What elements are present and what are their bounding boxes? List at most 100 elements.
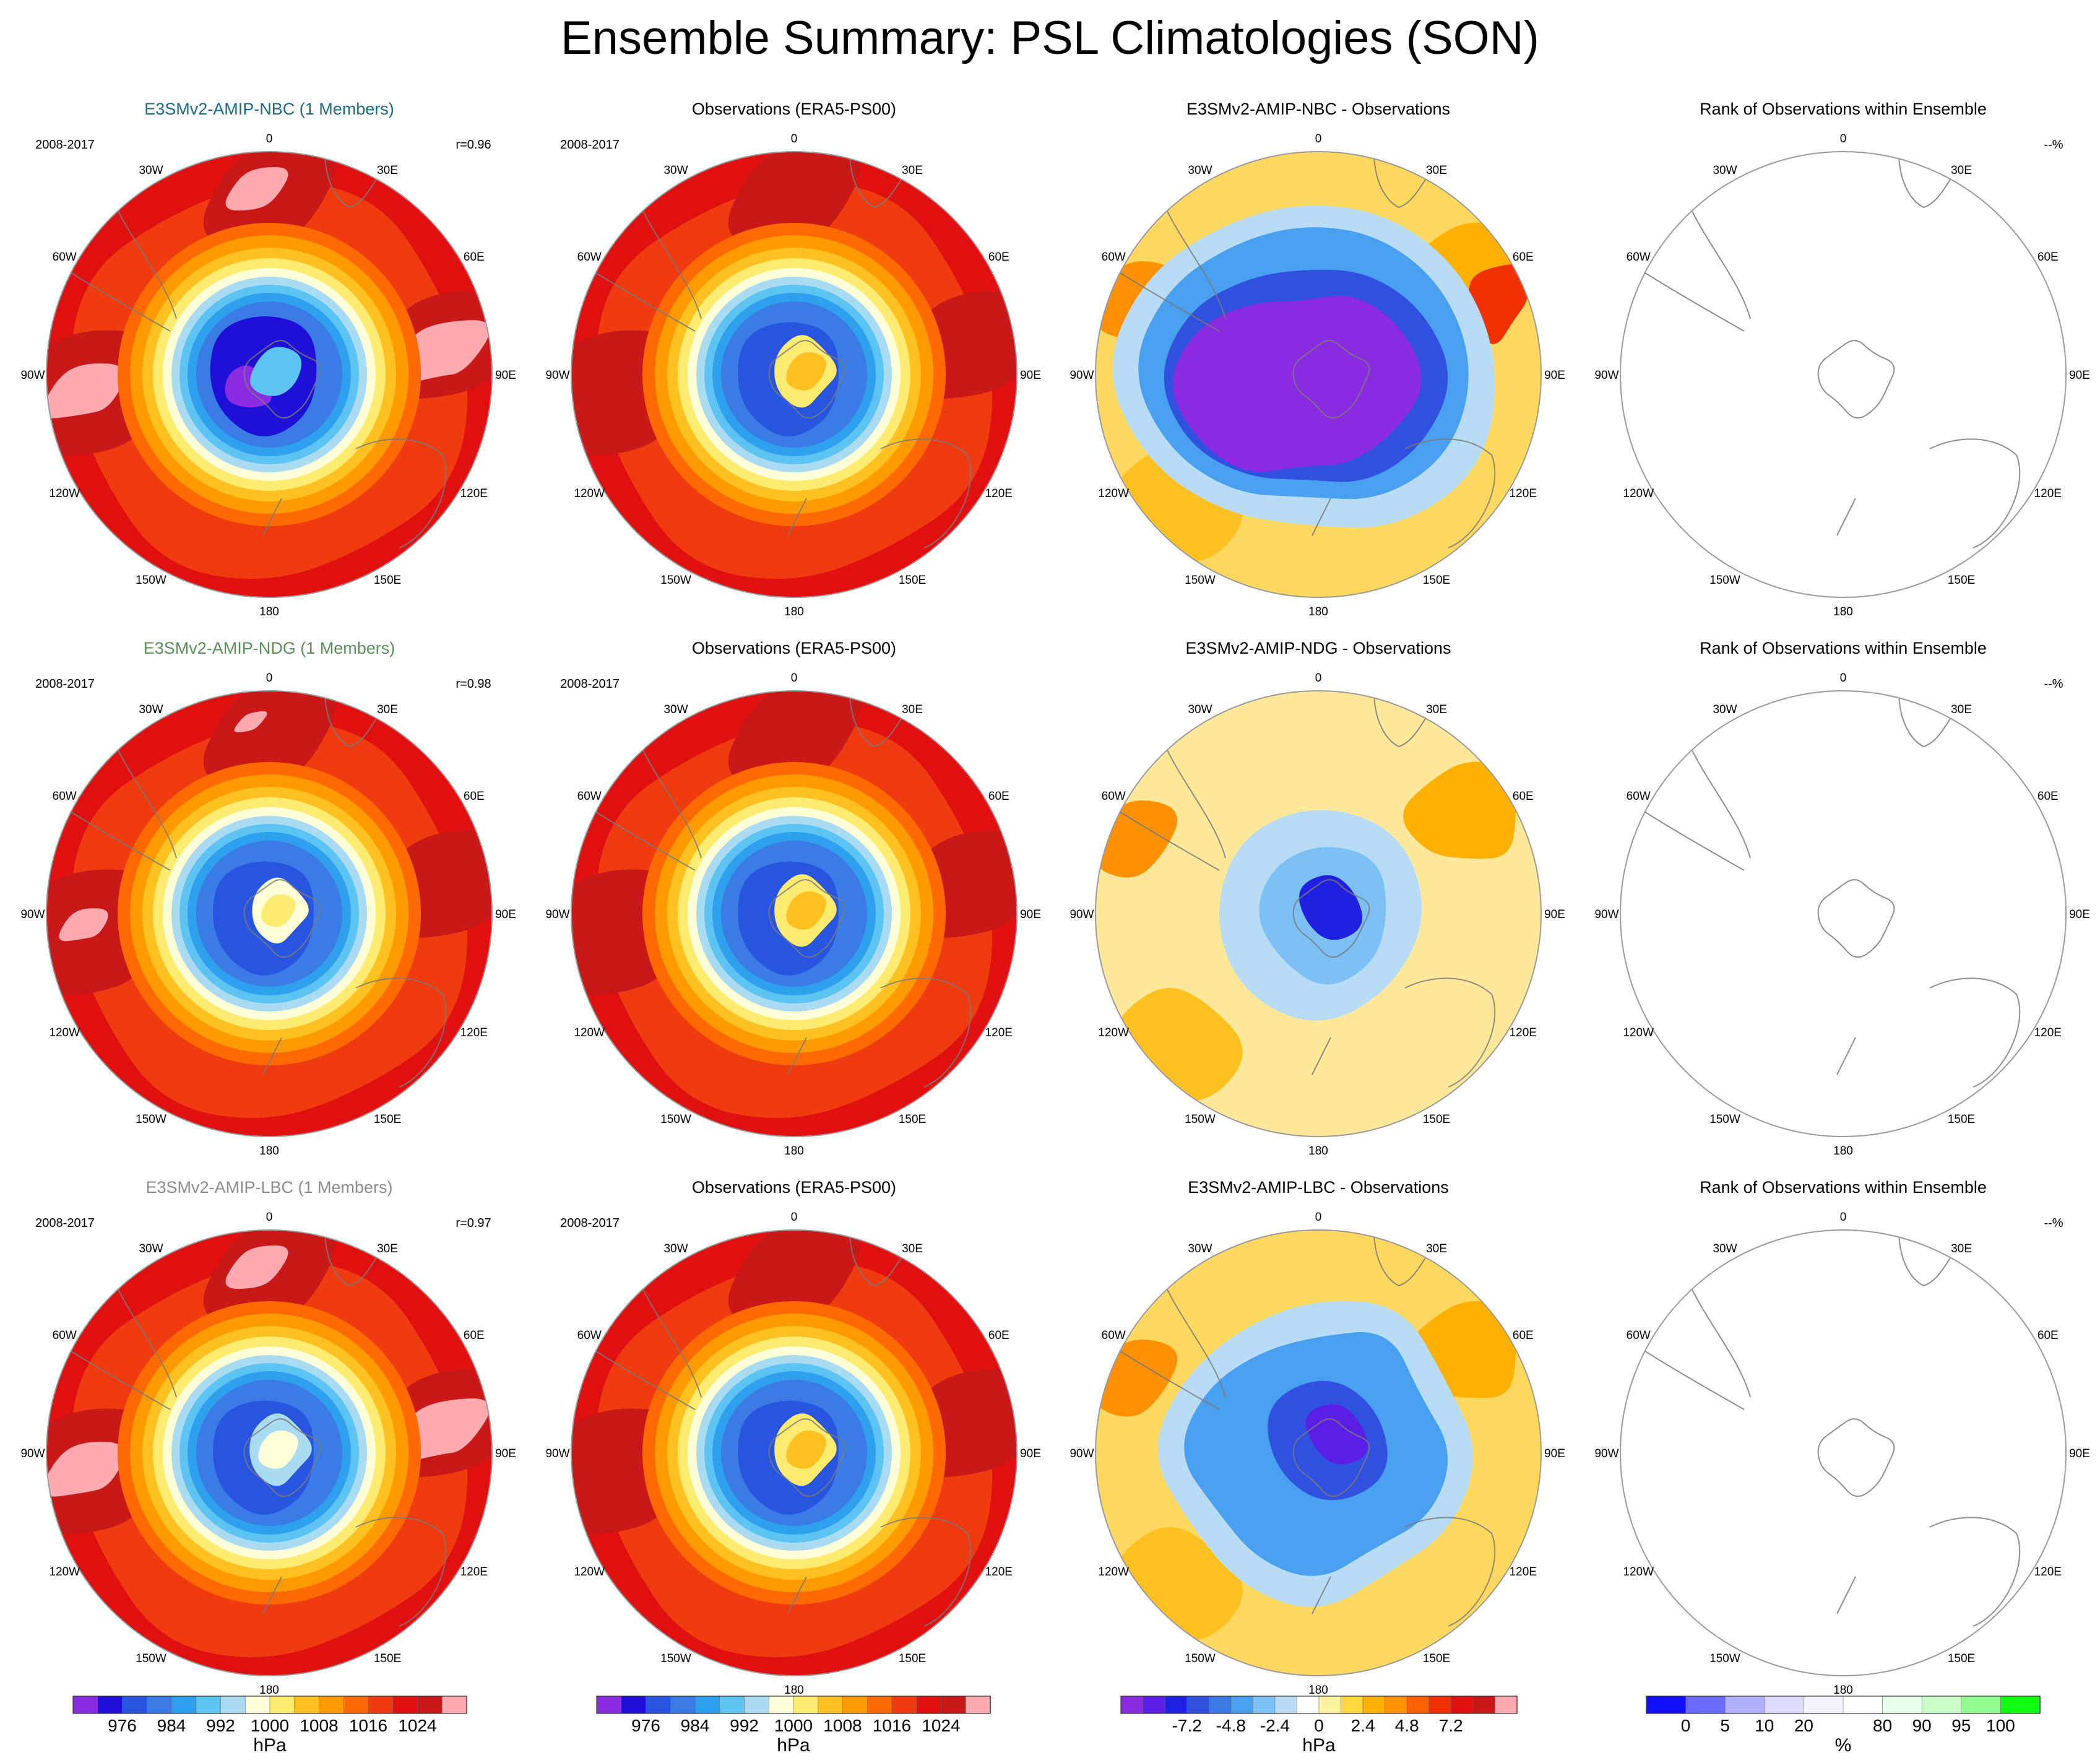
row2-obs-panel-lon-label: 120W xyxy=(574,1026,605,1039)
row3-diff-panel-lon-label: 120E xyxy=(1510,1566,1537,1579)
row2-rank-panel-lon-label: 120W xyxy=(1623,1026,1654,1039)
colorbar-diff-tick-label: -4.8 xyxy=(1216,1716,1246,1735)
row1-obs-panel-lon-label: 60E xyxy=(988,251,1009,264)
colorbar-obs-tick-label: 1000 xyxy=(774,1716,813,1735)
row2-model-panel-field xyxy=(46,691,492,1137)
colorbar-diff-swatch xyxy=(1186,1696,1210,1714)
colorbar-model-swatch xyxy=(72,1696,98,1714)
row2-diff-panel-title: E3SMv2-AMIP-NDG - Observations xyxy=(1185,639,1451,657)
row1-diff-panel-lon-label: 180 xyxy=(1308,605,1328,618)
colorbar-rank-swatch xyxy=(1882,1696,1923,1714)
row2-obs-panel-lon-label: 30E xyxy=(902,703,923,716)
row2-obs-panel-outline xyxy=(571,690,1018,1137)
colorbar-model-swatch xyxy=(171,1696,197,1714)
row3-rank-panel-lon-label: 30E xyxy=(1951,1242,1972,1255)
colorbar-rank-swatch xyxy=(1764,1696,1805,1714)
colorbar-model-swatch xyxy=(417,1696,443,1714)
colorbar-obs-swatch xyxy=(694,1696,720,1714)
row2-obs-panel-lon-label: 0 xyxy=(791,672,798,685)
colorbar-obs-swatch xyxy=(769,1696,794,1714)
row1-diff-panel-lon-label: 30E xyxy=(1426,164,1447,177)
row1-rank-panel-lon-label: 120W xyxy=(1623,487,1654,500)
colorbar-diff-tick-label: 2.4 xyxy=(1351,1716,1375,1735)
row3-rank-panel-title: Rank of Observations within Ensemble xyxy=(1700,1178,1987,1197)
row2-rank-panel-lon-label: 30W xyxy=(1713,703,1737,716)
colorbar-obs-tick-label: 1016 xyxy=(873,1716,911,1735)
row3-obs-panel-lon-label: 150W xyxy=(660,1652,691,1665)
row3-model-panel-lon-label: 180 xyxy=(259,1684,279,1697)
row3-rank-panel-lon-label: 150E xyxy=(1948,1652,1975,1665)
row1-model-panel-lon-label: 0 xyxy=(266,132,273,145)
row3-obs-panel-lon-label: 150E xyxy=(899,1652,926,1665)
colorbar-rank-tick-label: 90 xyxy=(1912,1716,1932,1735)
colorbar-model-swatch xyxy=(97,1696,123,1714)
colorbar-model-tick-label: 984 xyxy=(157,1716,186,1735)
row3-diff-panel-lon-label: 0 xyxy=(1315,1211,1322,1224)
row3-model-panel-lon-label: 120W xyxy=(49,1566,80,1579)
row2-obs-panel-field xyxy=(571,691,1017,1137)
row1-rank-panel-lon-label: 120E xyxy=(2034,487,2062,500)
row3-diff-panel-lon-label: 150W xyxy=(1185,1652,1216,1665)
row3-rank-panel-lon-label: 0 xyxy=(1840,1211,1847,1224)
row1-diff-panel-lon-label: 150E xyxy=(1423,574,1450,587)
row1-obs-panel-lon-label: 150E xyxy=(899,574,926,587)
row2-model-panel-lon-label: 120E xyxy=(460,1026,488,1039)
row2-rank-panel-lon-label: 120E xyxy=(2034,1026,2062,1039)
colorbar-model-swatch xyxy=(147,1696,172,1714)
row3-model-panel-lon-label: 60W xyxy=(53,1329,77,1342)
row3-diff-panel-lon-label: 150E xyxy=(1423,1652,1450,1665)
row1-rank-panel-lon-label: 150E xyxy=(1948,574,1975,587)
row1-model-panel-period: 2008-2017 xyxy=(35,138,95,152)
colorbar-diff-tick-label: 0 xyxy=(1314,1716,1324,1735)
row1-obs-panel-title: Observations (ERA5-PS00) xyxy=(692,100,896,118)
row3-model-panel-lon-label: 90W xyxy=(20,1447,45,1460)
row2-rank-panel-lon-label: 150E xyxy=(1948,1113,1975,1126)
row3-rank-panel-lon-label: 60E xyxy=(2037,1329,2059,1342)
row3-diff-panel-lon-label: 60E xyxy=(1513,1329,1534,1342)
row3-obs-panel-outline xyxy=(571,1229,1018,1676)
colorbar-rank-tick-label: 10 xyxy=(1755,1716,1774,1735)
colorbar-model-unit: hPa xyxy=(253,1735,287,1756)
row3-obs-panel-lon-label: 90W xyxy=(545,1447,569,1460)
colorbar-obs-tick-label: 1024 xyxy=(922,1716,960,1735)
row2-rank-panel-lon-label: 90E xyxy=(2069,908,2090,921)
row2-diff-panel-field xyxy=(1095,691,1541,1137)
colorbar-model-swatch xyxy=(368,1696,394,1714)
row3-model-panel-lon-label: 120E xyxy=(460,1566,488,1579)
colorbar-rank-swatch xyxy=(1843,1696,1883,1714)
row1-obs-panel-lon-label: 120E xyxy=(985,487,1013,500)
row2-diff-panel-lon-label: 90E xyxy=(1544,908,1565,921)
colorbar-diff-swatch xyxy=(1230,1696,1254,1714)
row1-model-panel-correlation: r=0.96 xyxy=(456,138,491,152)
row3-obs-panel-title: Observations (ERA5-PS00) xyxy=(692,1178,896,1197)
row3-diff-panel-lon-label: 180 xyxy=(1308,1684,1328,1697)
row1-diff-panel-lon-label: 150W xyxy=(1185,574,1216,587)
colorbar-obs-swatch xyxy=(719,1696,745,1714)
colorbar-rank-swatch xyxy=(1804,1696,1844,1714)
colorbar-rank-swatch xyxy=(1646,1696,1687,1714)
row1-diff-panel-lon-label: 90W xyxy=(1069,369,1094,382)
row2-diff-panel-outline xyxy=(1095,690,1542,1137)
row3-obs-panel-coastlines xyxy=(571,1230,972,1627)
colorbar-diff: -7.2 -4.8 -2.4 0 2.4 4.8 7.2 hPa xyxy=(1120,1696,1518,1756)
colorbar-rank-tick-label: 100 xyxy=(1986,1716,2015,1735)
row2-obs-panel-lon-label: 150E xyxy=(899,1113,926,1126)
colorbar-rank-swatch xyxy=(1724,1696,1765,1714)
row2-diff-panel-lon-label: 60E xyxy=(1513,790,1534,803)
colorbar-diff-tick-label: -2.4 xyxy=(1260,1716,1290,1735)
row2-model-panel-lon-label: 30E xyxy=(377,703,398,716)
colorbar-obs-swatch xyxy=(867,1696,892,1714)
row2-obs-panel-lon-label: 60W xyxy=(577,790,602,803)
row3-rank-panel-lon-label: 60W xyxy=(1627,1329,1651,1342)
row3-model-panel-lon-label: 30W xyxy=(139,1242,163,1255)
colorbar-model-tick-label: 992 xyxy=(206,1716,235,1735)
colorbar-obs-tick-label: 976 xyxy=(631,1716,660,1735)
row2-model-panel-lon-label: 0 xyxy=(266,672,273,685)
row2-model-panel-lon-label: 90W xyxy=(20,908,45,921)
row3-model-panel-lon-label: 0 xyxy=(266,1211,273,1224)
colorbar-diff-swatch xyxy=(1318,1696,1342,1714)
row3-model-panel-period: 2008-2017 xyxy=(35,1216,95,1230)
colorbar-rank-tick-label: 80 xyxy=(1873,1716,1892,1735)
row2-diff-panel-lon-label: 120E xyxy=(1510,1026,1537,1039)
